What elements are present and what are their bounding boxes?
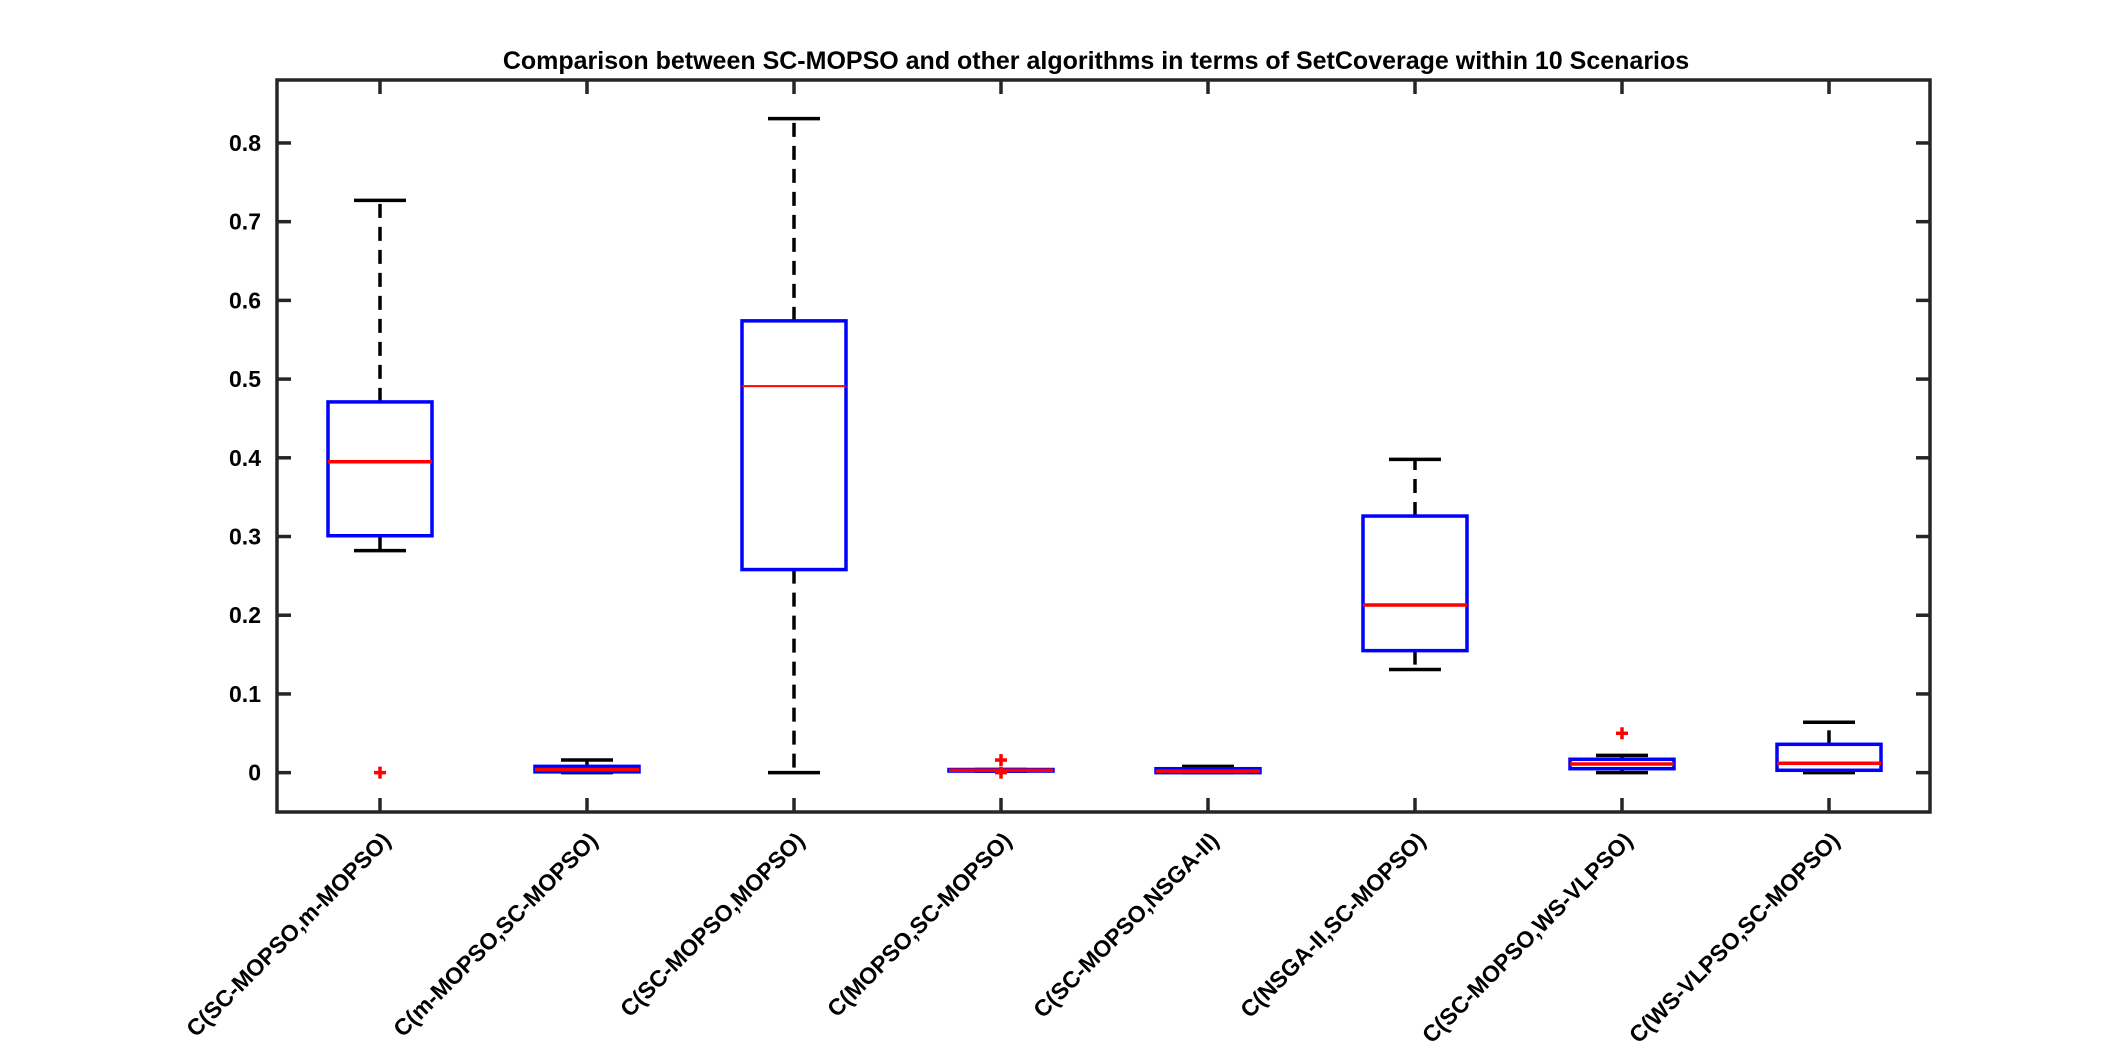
box-6 bbox=[1361, 457, 1469, 672]
iqr-box bbox=[1775, 742, 1883, 773]
y-tick-label: 0 bbox=[248, 760, 261, 786]
axes-frame bbox=[275, 78, 1932, 814]
outlier-marker bbox=[995, 766, 1007, 779]
x-tick-label: C(m-MOPSO,SC-MOPSO) bbox=[388, 827, 602, 1041]
y-tick-label: 0.1 bbox=[229, 681, 261, 707]
box-3 bbox=[740, 116, 848, 775]
iqr-box bbox=[740, 319, 848, 572]
outlier-marker bbox=[1616, 727, 1628, 740]
y-tick-label: 0.7 bbox=[229, 209, 261, 235]
x-axis: C(SC-MOPSO,m-MOPSO)C(m-MOPSO,SC-MOPSO) C(… bbox=[181, 80, 1845, 1048]
box-7 bbox=[1568, 727, 1676, 775]
box-8 bbox=[1775, 720, 1883, 775]
y-tick-label: 0.2 bbox=[229, 602, 261, 628]
x-tick-label: C(NSGA-II,SC-MOPSO) bbox=[1235, 827, 1430, 1022]
y-axis: 0 0.1 0.2 0.3 0.4 0.5 0.6 0.7 0.8 bbox=[229, 130, 1930, 786]
outlier-marker bbox=[995, 754, 1007, 767]
iqr-box bbox=[326, 400, 434, 538]
x-tick-label: C(SC-MOPSO,m-MOPSO) bbox=[181, 827, 395, 1041]
y-tick-label: 0.5 bbox=[229, 366, 261, 392]
plot-area bbox=[275, 78, 1932, 814]
box-series bbox=[326, 116, 1883, 779]
x-tick-label: C(SC-MOPSO,WS-VLPSO) bbox=[1417, 827, 1638, 1048]
outlier-marker bbox=[374, 766, 386, 779]
iqr-box bbox=[1361, 514, 1469, 653]
box-5 bbox=[1154, 764, 1262, 775]
x-tick-label: C(WS-VLPSO,SC-MOPSO) bbox=[1624, 827, 1845, 1048]
y-tick-label: 0.4 bbox=[229, 445, 261, 471]
box-2 bbox=[533, 758, 641, 775]
box-1 bbox=[326, 198, 434, 779]
x-tick-label: C(MOPSO,SC-MOPSO) bbox=[822, 827, 1017, 1022]
x-tick-label: C(SC-MOPSO,NSGA-II) bbox=[1028, 827, 1223, 1022]
y-tick-label: 0.8 bbox=[229, 130, 261, 156]
chart-title: Comparison between SC-MOPSO and other al… bbox=[503, 47, 1689, 75]
x-tick-label: C(SC-MOPSO,MOPSO) bbox=[615, 827, 810, 1022]
y-tick-label: 0.3 bbox=[229, 524, 261, 550]
y-tick-label: 0.6 bbox=[229, 287, 261, 313]
box-4 bbox=[947, 754, 1055, 779]
